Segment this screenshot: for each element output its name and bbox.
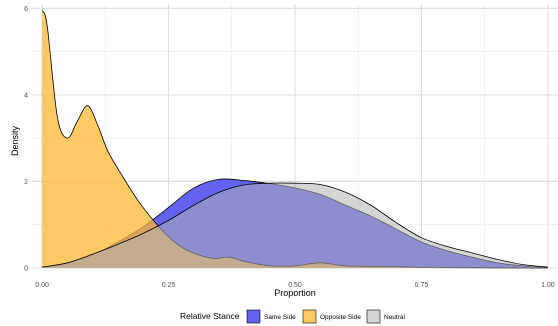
y-tick-label: 2 — [24, 179, 28, 186]
y-axis-title: Density — [10, 125, 20, 156]
legend-key-opposite-side — [302, 309, 317, 324]
x-tick-label: 0.25 — [162, 282, 176, 289]
legend: Relative Stance Same Side Opposite Side … — [180, 309, 406, 324]
x-axis-ticks: 0.00 0.25 0.50 0.75 1.00 — [35, 282, 555, 289]
y-tick-label: 0 — [24, 266, 28, 273]
y-tick-label: 6 — [24, 6, 28, 13]
x-tick-label: 0.75 — [415, 282, 429, 289]
legend-key-neutral — [366, 309, 381, 324]
density-areas — [41, 10, 548, 269]
y-tick-label: 4 — [24, 92, 28, 99]
x-tick-label: 1.00 — [541, 282, 555, 289]
x-tick-label: 0.50 — [288, 282, 302, 289]
density-area-neutral — [42, 182, 548, 268]
density-outline-neutral — [42, 182, 548, 268]
x-tick-label: 0.00 — [35, 282, 49, 289]
y-axis-ticks: 0 2 4 6 — [24, 6, 28, 273]
legend-label-opposite-side: Opposite Side — [320, 314, 361, 321]
legend-label-neutral: Neutral — [384, 314, 406, 321]
legend-title: Relative Stance — [180, 311, 240, 321]
x-axis-title: Proportion — [274, 288, 316, 298]
legend-key-same-side — [246, 309, 261, 324]
density-area-opposite-side — [42, 10, 548, 269]
legend-label-same-side: Same Side — [264, 314, 296, 321]
